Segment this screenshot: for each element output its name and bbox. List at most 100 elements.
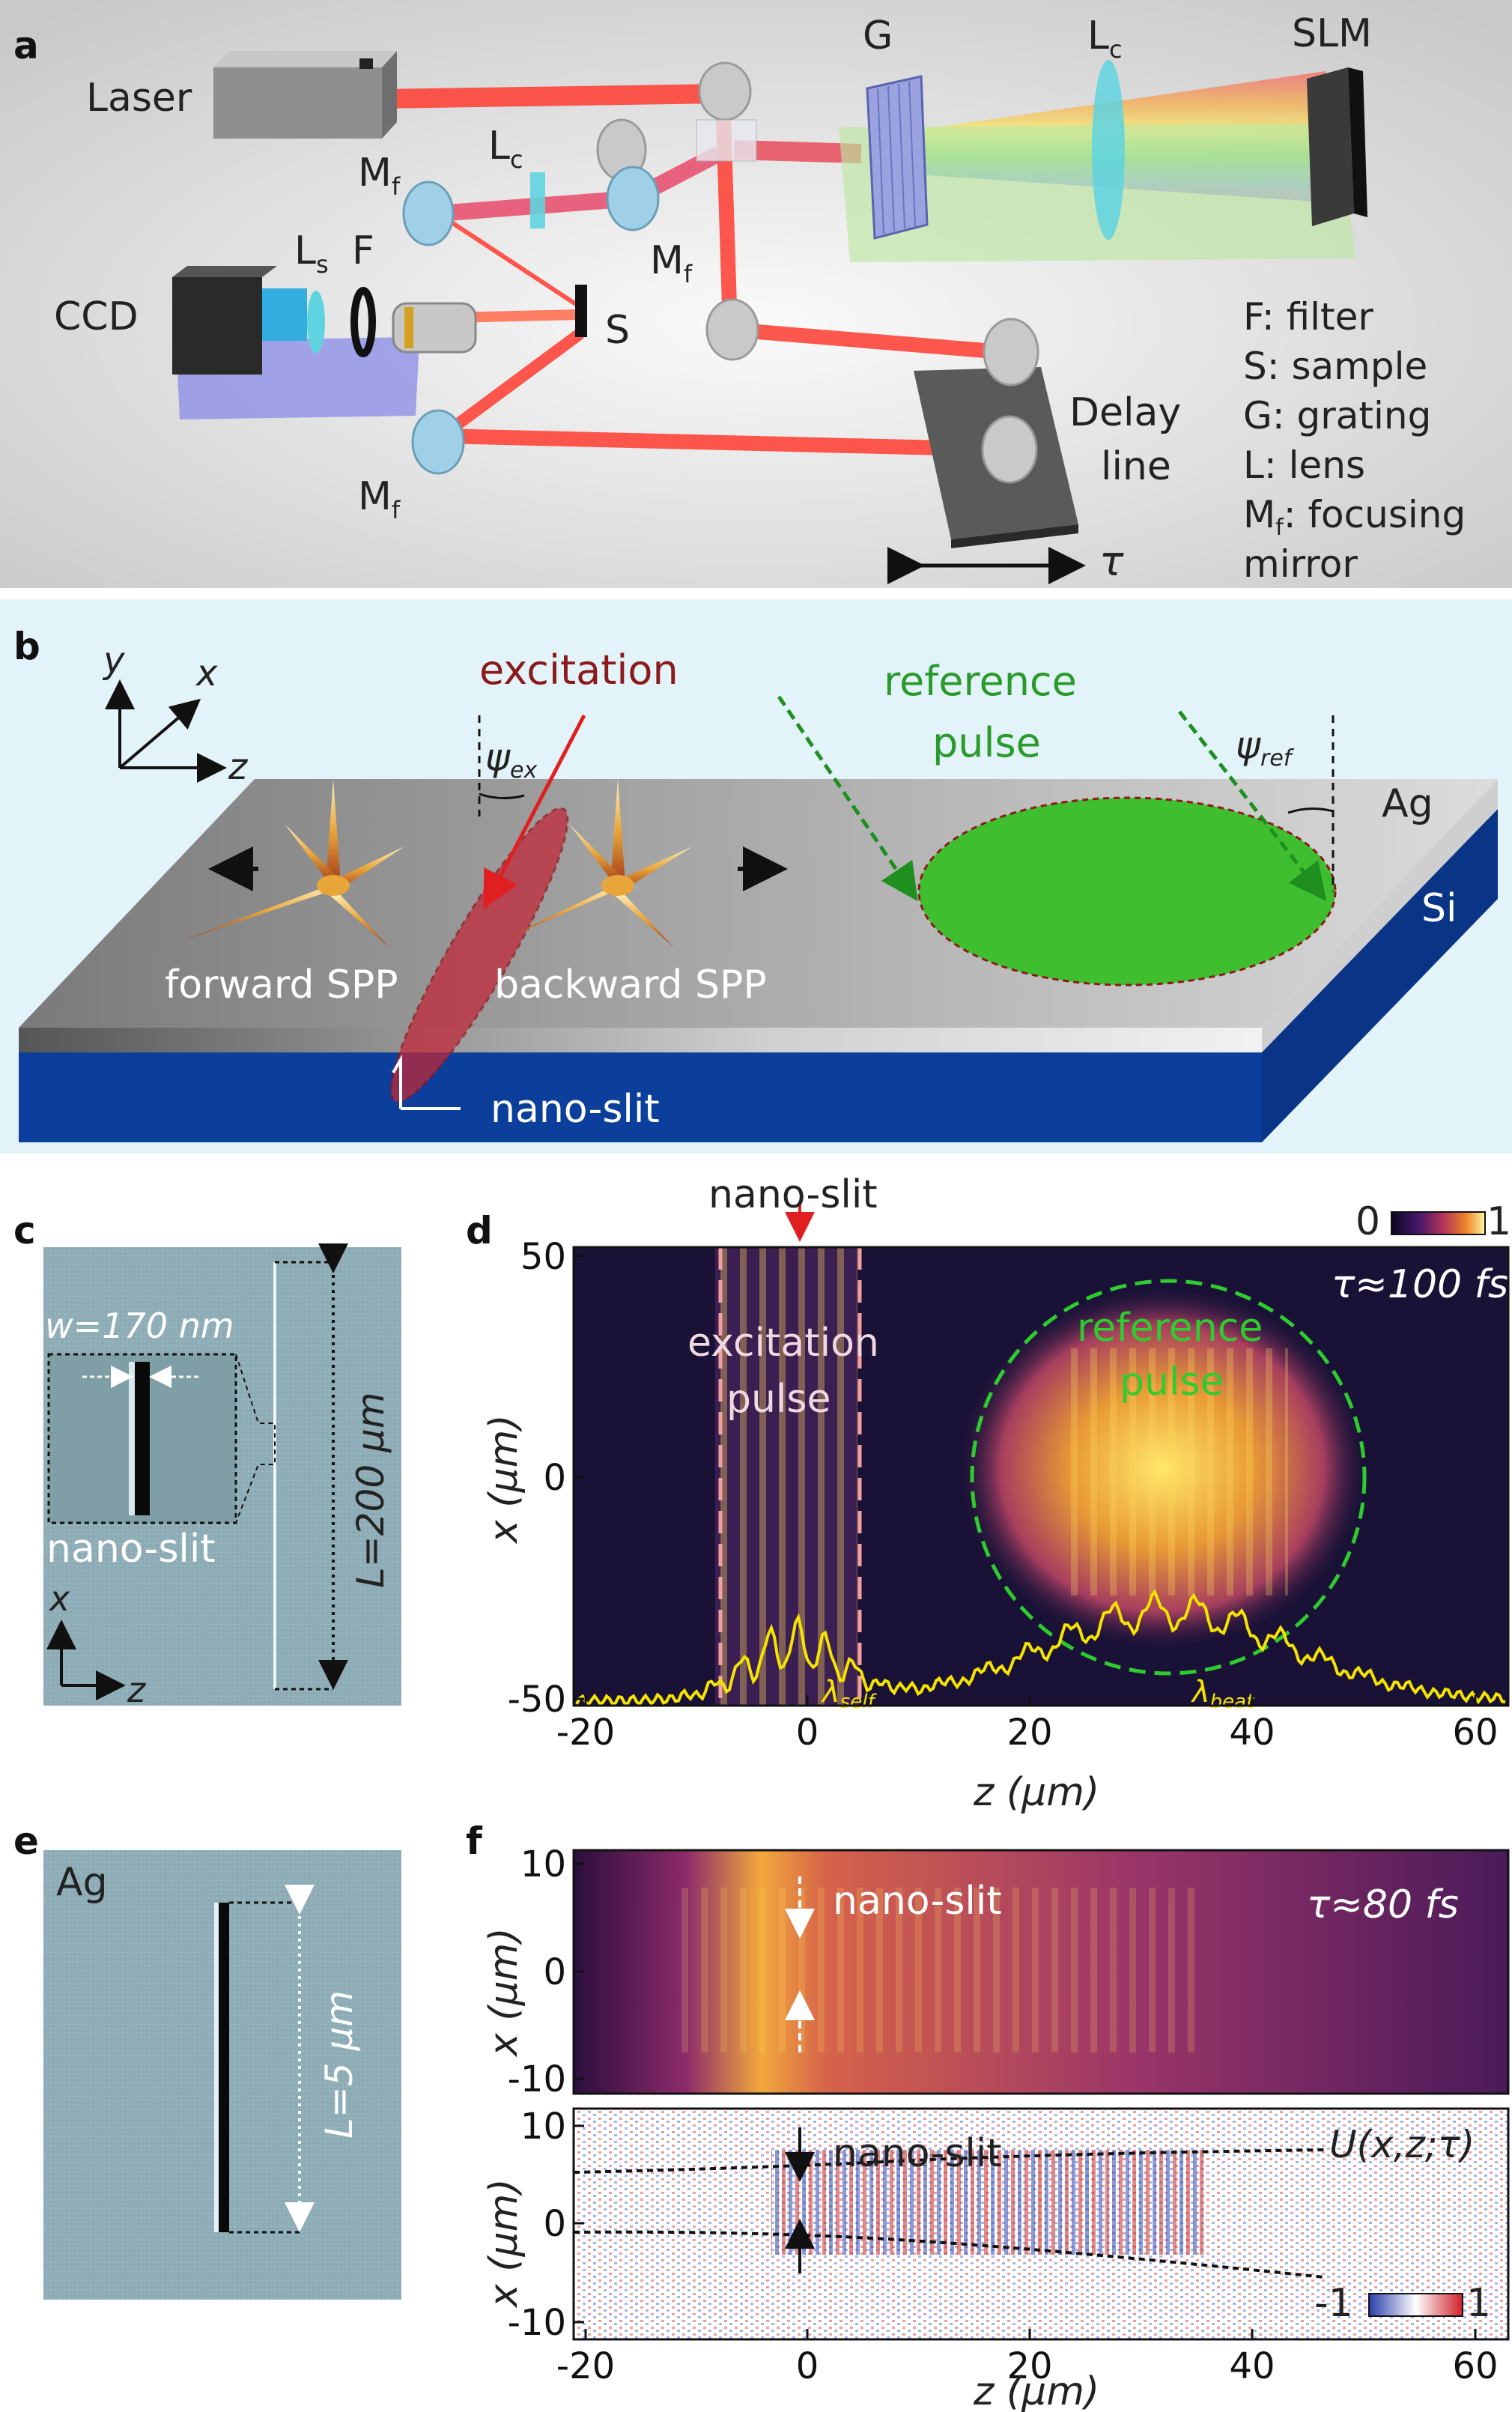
coordinate-axes (105, 679, 227, 783)
plot-d-xticks: -20 0 20 40 60 (556, 1695, 1499, 1754)
plot-f-bottom-ylabel: x (μm) (482, 2178, 526, 2309)
focusing-mirror-bottom (411, 409, 465, 475)
reference-circle (970, 1279, 1367, 1676)
plot-d-x-tick-label: -20 (556, 1712, 615, 1754)
si-side (1262, 809, 1498, 1142)
legend-lens: L: lens (1243, 443, 1365, 487)
plot-f-x-tick-label: 20 (1007, 2345, 1052, 2387)
lens-lc-top (1092, 60, 1125, 240)
length-label-c: L=200 μm (349, 1392, 392, 1588)
lens-lc-top-label: Lc (1087, 13, 1123, 64)
u-label: U(x,z;τ) (1329, 2123, 1475, 2166)
tau-label-d: τ≈100 fs (1332, 1262, 1508, 1307)
ccd-camera (172, 266, 307, 375)
mirror-bottom (705, 298, 759, 361)
focusing-mirror-mid-label: Mf (650, 238, 693, 288)
axis-y-label: y (102, 640, 125, 682)
focusing-mirror-bottom-label: Mf (358, 474, 401, 524)
colorbar-max-f: 1 (1466, 2281, 1491, 2326)
reference-label-d-2: pulse (1120, 1360, 1224, 1405)
psi-ex-label: ψex (485, 736, 537, 784)
panel-c-letter: c (13, 1209, 36, 1252)
delay-line-label-2: line (1101, 444, 1171, 489)
plot-f-bottom-y-tick-label: 10 (520, 2106, 566, 2148)
grating-lines (877, 80, 916, 234)
tau-label: τ (1099, 538, 1124, 585)
nano-slit-label-c: nano-slit (46, 1527, 216, 1572)
lens-ls-label: Ls (294, 228, 329, 279)
delay-line-stage (914, 318, 1078, 548)
plot-f-bottom-fringes (771, 2150, 1206, 2255)
inset-zoom-lines (235, 1354, 276, 1524)
plot-d-y-tick-label: 0 (543, 1457, 566, 1499)
ag-label: Ag (1382, 781, 1433, 826)
panel-b-letter: b (13, 625, 40, 668)
lens-lc-mid-label: Lc (488, 124, 523, 174)
ag-label-e: Ag (56, 1860, 108, 1905)
plot-d-x-tick-label: 40 (1229, 1712, 1275, 1754)
excitation-label-d-1: excitation (687, 1321, 879, 1366)
colorbar-d (1391, 1211, 1486, 1235)
plot-f-x-tick-label: 60 (1452, 2345, 1498, 2387)
legend-sample: S: sample (1243, 345, 1427, 388)
slit-e (219, 1903, 229, 2232)
reference-label-2: pulse (932, 719, 1041, 766)
tau-label-f: τ≈80 fs (1307, 1882, 1459, 1927)
axis-x-label: x (195, 652, 218, 694)
panel-b: b y x z excitation ψex (0, 599, 1512, 1154)
plot-d-yticks: 50 0 -50 (508, 1236, 584, 1721)
envelope-top (573, 2148, 1325, 2174)
ccd-label: CCD (54, 294, 139, 339)
ag-side (1262, 779, 1498, 1052)
lens-lc-mid (530, 172, 545, 228)
plot-d-x-tick-label: 0 (796, 1712, 819, 1754)
psi-ref-label: ψref (1236, 724, 1295, 772)
legend-filter: F: filter (1243, 295, 1373, 339)
si-label: Si (1421, 886, 1457, 931)
width-label-c: w=170 nm (45, 1306, 234, 1346)
psi-ref-arc (1287, 807, 1334, 814)
nano-slit-label-b: nano-slit (491, 1087, 660, 1132)
plot-d-ylabel: x (μm) (482, 1414, 526, 1545)
lens-ls (307, 291, 325, 354)
plot-f-bottom-y-tick-label: 0 (543, 2203, 566, 2245)
plot-f-top-fringes (674, 1888, 1198, 2052)
nano-slit-label-d: nano-slit (708, 1172, 878, 1217)
laser-label: Laser (86, 76, 192, 121)
panel-e: e L=5 μm Ag (13, 1819, 401, 2300)
plot-f-bottom-yticks: 10 0 -10 (508, 2106, 584, 2344)
plot-f-x-tick-label: -20 (556, 2345, 615, 2387)
length-label-e: L=5 μm (318, 1990, 361, 2139)
nano-slit-label-f-top: nano-slit (833, 1879, 1002, 1924)
panel-f-letter: f (466, 1819, 483, 1863)
legend-focusing-mirror: Mf: focusing (1243, 493, 1466, 541)
excitation-spot (389, 807, 569, 1103)
panel-d: d nano-slit 0 1 τ≈100 fs excitation puls… (466, 1172, 1511, 1815)
plot-d-xlabel: z (μm) (973, 1770, 1099, 1815)
plot-f-top-y-tick-label: 0 (543, 1951, 566, 1993)
excitation-label: excitation (479, 646, 678, 694)
backward-spp-shape (502, 779, 693, 948)
psi-ex-arc (479, 793, 525, 799)
panel-d-letter: d (466, 1209, 493, 1252)
laser-source (213, 51, 397, 139)
nano-slit-label-f-bottom: nano-slit (833, 2131, 1002, 2176)
plot-f-x-tick-label: 40 (1229, 2345, 1275, 2387)
panel-e-letter: e (13, 1819, 39, 1863)
envelope-bottom (573, 2230, 1325, 2279)
inset-slit-edge (129, 1362, 135, 1515)
mirror-top-right (698, 61, 752, 121)
reference-label-d-1: reference (1077, 1306, 1263, 1351)
lambda-beat-label: λbeat (1191, 1675, 1254, 1713)
intensity-profile (575, 1589, 1506, 1708)
legend-mirror: mirror (1243, 542, 1358, 586)
focusing-mirror-top (402, 181, 455, 246)
excitation-arrow (483, 714, 586, 909)
beam-splitter (696, 119, 757, 162)
plot-f-top-y-tick-label: -10 (508, 2058, 566, 2100)
colorbar-min-f: -1 (1314, 2281, 1353, 2326)
reference-arrow-left (777, 695, 918, 902)
reference-arrow-right (1178, 710, 1327, 901)
backward-spp-label: backward SPP (494, 963, 767, 1007)
forward-spp-shape (183, 779, 404, 948)
